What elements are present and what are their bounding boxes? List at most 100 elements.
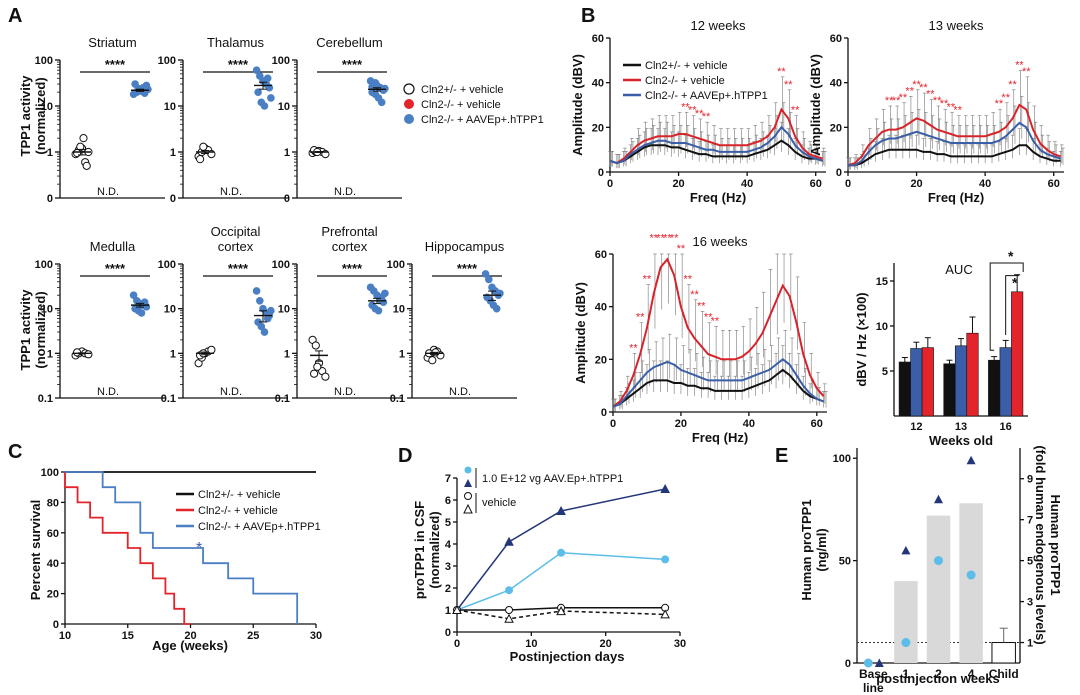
- e-y-tick-label-right: 1: [1027, 638, 1033, 650]
- b-auc-x-tick-label: 12: [910, 421, 922, 433]
- b-x-tick-label: 0: [610, 418, 616, 430]
- a-point-het: [76, 142, 85, 151]
- a-y-tick-label: 100: [387, 259, 405, 271]
- d-legend-marker-veh2: [463, 503, 473, 514]
- b-ylabel: Amplitude (dBV): [808, 54, 823, 156]
- d-ylabel-line2: (normalized): [427, 511, 442, 588]
- a-row1-ylabel-line1: TPP1 activity: [18, 75, 33, 157]
- b-auc-y-tick-label: 10: [876, 321, 888, 333]
- a-point-aav: [137, 309, 146, 317]
- a-nd-label: N.D.: [334, 186, 356, 198]
- e-y-tick-label-right: 5: [1027, 556, 1033, 568]
- a-point-aav: [381, 84, 389, 93]
- d-legend-marker-treat1: [464, 466, 472, 474]
- b-auc-y-tick-label: 5: [882, 366, 888, 378]
- b-sig-mark: **: [899, 92, 908, 104]
- panel-d-plot: 0 1 2 3 4 5 6 7 0 10 20 30: [445, 473, 686, 650]
- a-y-tick-label: 10: [393, 304, 405, 316]
- a-point-aav: [267, 306, 275, 315]
- e-x-tick-label: 2: [935, 667, 942, 681]
- a-point-het: [82, 161, 91, 170]
- b-auc-sig-star: *: [1008, 248, 1014, 264]
- b-auc-sig-star: *: [1012, 275, 1018, 291]
- a-point-aav: [492, 304, 501, 313]
- a-plot-title: Hippocampus: [425, 239, 505, 254]
- b-y-tick-label: 40: [830, 78, 842, 90]
- a-y-tick-label: 10: [164, 101, 176, 113]
- b-sig-mark: **: [677, 243, 686, 255]
- b-sig-mark: **: [784, 79, 793, 91]
- e-ylabel-right-line2: (fold human endogenous levels): [1033, 445, 1048, 644]
- b-x-tick-label: 40: [979, 178, 991, 190]
- b-sig-mark: **: [791, 105, 800, 117]
- b-sig-mark: **: [636, 312, 645, 324]
- a-point-aav: [260, 328, 269, 336]
- b-sig-mark: **: [926, 89, 935, 101]
- b-line-plot-3: 16 weeks 00 20 20 40 40 60 60 Freq (Hz) Amplitude…: [573, 232, 828, 445]
- c-y-tick-label: 80: [47, 497, 59, 509]
- d-point: [505, 606, 514, 614]
- b-x-tick-label: 40: [743, 418, 755, 430]
- b-sig-mark: **: [704, 312, 713, 324]
- a-row2-ylabel-line1: TPP1 activity: [18, 289, 33, 371]
- a-sig-stars: ****: [342, 57, 363, 72]
- d-legend: 1.0 E+12 vg AAV.Ep+.hTPP1 vehicle: [463, 466, 623, 514]
- e-y-tick-label-left: 100: [833, 453, 851, 465]
- a-nd-label: N.D.: [97, 386, 119, 398]
- a-y-tick-label: 10: [41, 304, 53, 316]
- a-y-tick-label: 100: [272, 259, 290, 271]
- a-y-tick-label: 100: [35, 259, 53, 271]
- a-point-aav: [260, 102, 269, 110]
- a-point-aav: [252, 287, 261, 295]
- b-auc-plot: AUC 5 10 15 dBV / Hz (×100) Weeks old 12 13 16 * *: [854, 248, 1028, 448]
- b-x-tick-label: 0: [607, 178, 613, 190]
- c-legend-label-aav: Cln2-/- + AAVEp+.hTPP1: [198, 521, 321, 533]
- a-y-tick-label: 0: [170, 193, 176, 205]
- d-point: [504, 536, 514, 546]
- a-point-aav: [255, 297, 264, 305]
- a-y-tick-label: 1: [47, 147, 53, 159]
- a-point-aav: [257, 322, 266, 331]
- b-sig-mark: **: [683, 274, 692, 286]
- b-sig-mark: **: [1008, 79, 1017, 91]
- b-sig-mark: **: [777, 66, 786, 78]
- a-point-het: [79, 134, 88, 143]
- b-y-tick-label: 0: [601, 407, 607, 419]
- c-legend-label-het: Cln2+/- + vehicle: [198, 489, 281, 501]
- b-series-line-ko: [847, 103, 1061, 167]
- c-y-tick-label: 0: [53, 619, 59, 631]
- e-x-tick-label: 1: [903, 667, 910, 681]
- a-plot-title: Striatum: [88, 35, 136, 50]
- b-sig-mark: **: [695, 108, 704, 120]
- a-nd-label: N.D.: [97, 186, 119, 198]
- a-plot-title: Occipital: [211, 224, 261, 239]
- a-y-tick-label: 10: [278, 304, 290, 316]
- a-nd-label: N.D.: [220, 386, 242, 398]
- b-sig-mark: **: [995, 98, 1004, 110]
- b-x-tick-label: 60: [1048, 178, 1060, 190]
- c-survival-line-aav: [65, 471, 299, 624]
- b-series-line-het: [612, 368, 824, 408]
- e-xlabel: postinjection weeks: [876, 671, 1000, 686]
- a-plot-title: cortex: [218, 239, 254, 254]
- b-y-tick-label: 60: [830, 33, 842, 45]
- d-series-line: [456, 609, 666, 620]
- b-sig-mark: **: [940, 98, 949, 110]
- b-auc-bar: [988, 359, 1001, 417]
- b-ylabel: Amplitude (dBV): [573, 282, 588, 384]
- c-y-tick-label: 20: [47, 589, 59, 601]
- b-auc-y-tick-label: 15: [876, 276, 888, 288]
- b-sig-mark: **: [702, 111, 711, 123]
- b-line-plot-1: 12 weeks 00 20 20 40 40 60 60 Freq (Hz) Amplitude…: [570, 18, 827, 205]
- e-x-tick-label: Base: [859, 667, 888, 681]
- a-point-aav: [374, 306, 383, 315]
- b-sig-mark: **: [643, 274, 652, 286]
- c-legend: Cln2+/- + vehicle Cln2-/- + vehicle Cln2…: [176, 489, 321, 533]
- a-y-tick-label: 0.1: [275, 393, 290, 405]
- a-point-het: [310, 369, 319, 378]
- b-series-line-ko: [612, 257, 825, 408]
- e-y-tick-label-right: 7: [1027, 515, 1033, 527]
- b-x-tick-label: 20: [910, 178, 922, 190]
